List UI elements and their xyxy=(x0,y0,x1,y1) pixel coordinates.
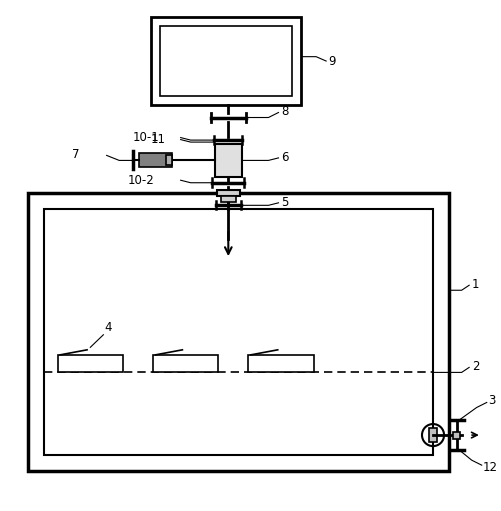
Text: 9: 9 xyxy=(328,55,336,67)
Bar xyxy=(44,209,432,455)
Bar xyxy=(214,144,241,177)
Text: 11: 11 xyxy=(150,133,165,146)
Text: 5: 5 xyxy=(281,196,288,210)
Bar xyxy=(139,153,171,168)
Bar xyxy=(58,355,123,373)
Bar xyxy=(159,26,292,96)
Bar xyxy=(220,196,235,202)
Text: 8: 8 xyxy=(281,105,288,118)
Text: 12: 12 xyxy=(482,461,496,474)
Text: 2: 2 xyxy=(471,360,478,373)
Bar xyxy=(428,428,436,442)
Bar xyxy=(216,190,239,196)
Bar xyxy=(153,355,218,373)
Text: 3: 3 xyxy=(487,394,494,407)
Text: 7: 7 xyxy=(71,148,79,161)
Text: 1: 1 xyxy=(471,277,478,291)
Text: 10-1: 10-1 xyxy=(133,131,159,144)
Bar xyxy=(452,432,459,438)
Bar xyxy=(248,355,313,373)
Bar xyxy=(165,155,172,166)
Text: 6: 6 xyxy=(281,151,288,165)
Text: 10-2: 10-2 xyxy=(128,174,154,187)
Text: 4: 4 xyxy=(105,321,112,334)
Bar xyxy=(150,17,301,105)
Bar xyxy=(28,193,448,471)
